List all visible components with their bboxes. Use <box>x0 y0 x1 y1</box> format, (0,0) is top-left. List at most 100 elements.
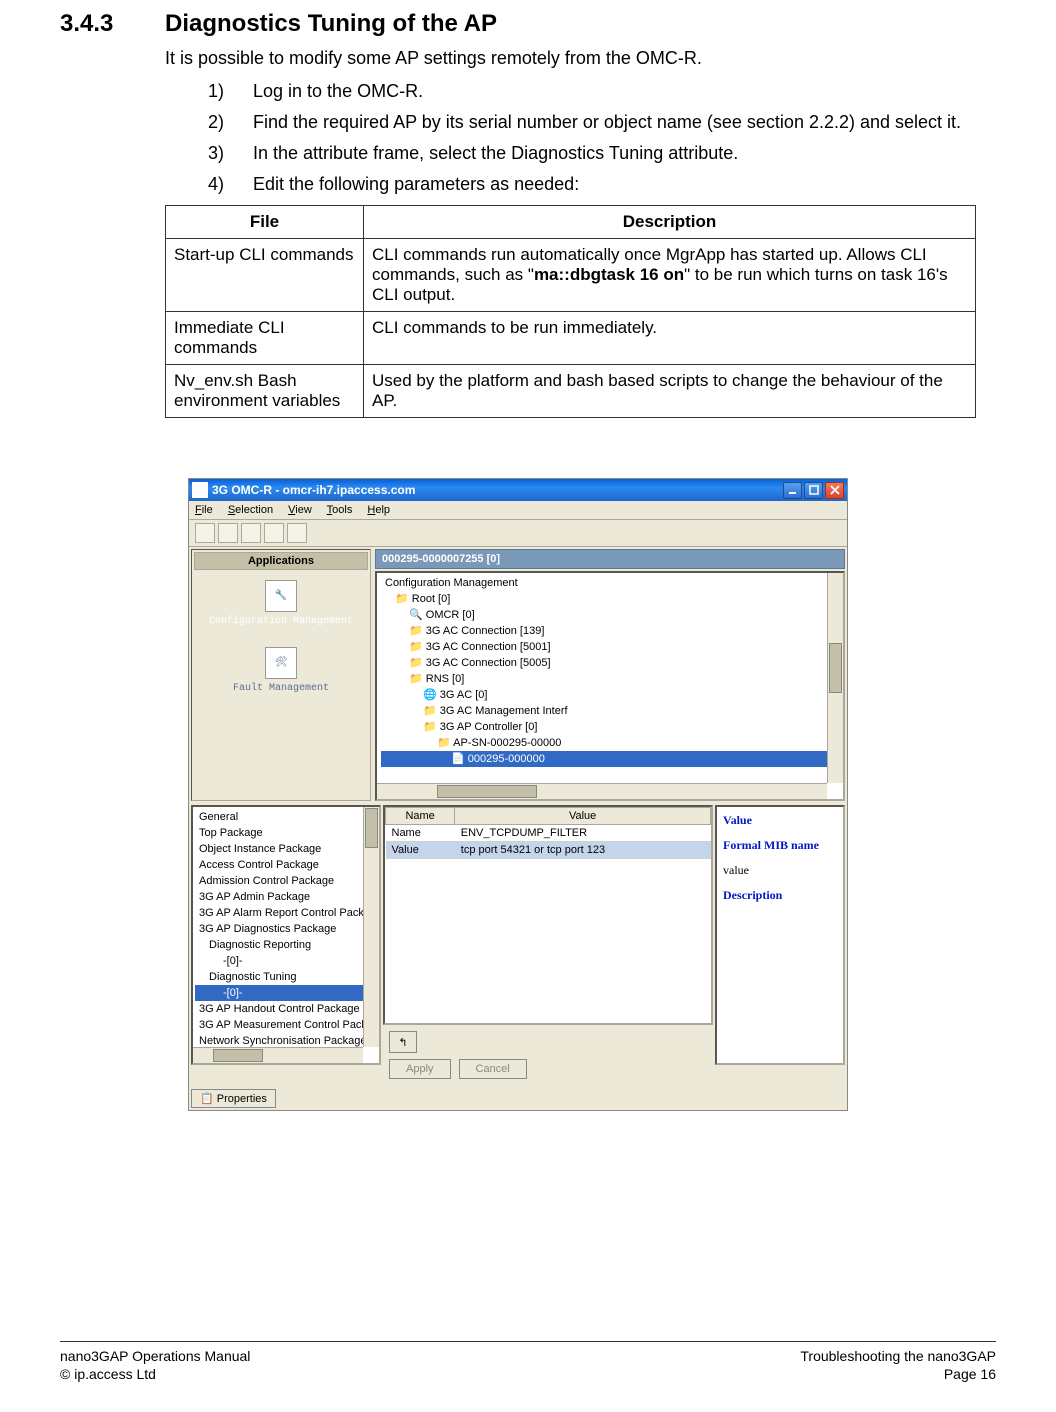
tree-node[interactable]: 📁 3G AC Management Interf <box>381 703 839 719</box>
toolbar-button[interactable] <box>241 523 261 543</box>
step-text: Log in to the OMC-R. <box>253 81 423 101</box>
grid-header-value[interactable]: Value <box>455 808 711 825</box>
object-header: 000295-0000007255 [0] <box>375 549 845 569</box>
tree-node[interactable]: 📁 3G AP Controller [0] <box>381 719 839 735</box>
pkg-node[interactable]: 3G AP Diagnostics Package <box>195 921 377 937</box>
package-tree[interactable]: General Top Package Object Instance Pack… <box>191 805 381 1065</box>
cancel-button[interactable]: Cancel <box>459 1059 527 1079</box>
step-item: 4)Edit the following parameters as neede… <box>208 174 976 195</box>
step-text: Edit the following parameters as needed: <box>253 174 579 194</box>
pkg-node[interactable]: Admission Control Package <box>195 873 377 889</box>
wrench-icon: 🔧 <box>265 580 297 612</box>
pkg-node[interactable]: Top Package <box>195 825 377 841</box>
pkg-node[interactable]: Object Instance Package <box>195 841 377 857</box>
tree-node[interactable]: 📁 Root [0] <box>381 591 839 607</box>
steps-list: 1)Log in to the OMC-R. 2)Find the requir… <box>208 81 976 195</box>
cell-desc: CLI commands to be run immediately. <box>364 312 976 365</box>
object-tree[interactable]: Configuration Management 📁 Root [0] 🔍 OM… <box>375 571 845 801</box>
page-footer: nano3GAP Operations Manual © ip.access L… <box>60 1341 996 1382</box>
pkg-node[interactable]: -[0]- <box>195 953 377 969</box>
app-fault-mgmt[interactable]: 🛠 Fault Management <box>194 637 368 704</box>
tree-node-selected[interactable]: 📄 000295-000000 <box>381 751 839 767</box>
th-description: Description <box>364 206 976 239</box>
tree-node[interactable]: 📁 AP-SN-000295-00000 <box>381 735 839 751</box>
step-text: In the attribute frame, select the Diagn… <box>253 143 738 163</box>
step-item: 2)Find the required AP by its serial num… <box>208 112 976 133</box>
pkg-node[interactable]: General <box>195 809 377 825</box>
tree-node[interactable]: Configuration Management <box>381 575 839 591</box>
data-grid[interactable]: Name Value Name ENV_TCPDUMP_FILTER Value… <box>383 805 713 1025</box>
maximize-button[interactable] <box>804 482 823 499</box>
grid-cell-value: ENV_TCPDUMP_FILTER <box>455 825 711 842</box>
menu-tools[interactable]: Tools <box>327 504 353 516</box>
parameters-table: File Description Start-up CLI commands C… <box>165 205 976 418</box>
tree-node[interactable]: 📁 3G AC Connection [139] <box>381 623 839 639</box>
toolbar-button[interactable] <box>264 523 284 543</box>
scrollbar-vertical[interactable] <box>363 807 379 1047</box>
applications-panel: Applications 🔧 Configuration Management … <box>191 549 371 801</box>
grid-header-name[interactable]: Name <box>386 808 455 825</box>
attr-desc-label: Description <box>723 888 837 903</box>
intro-text: It is possible to modify some AP setting… <box>165 48 976 69</box>
section-number: 3.4.3 <box>60 10 165 38</box>
footer-manual-name: nano3GAP Operations Manual <box>60 1348 250 1364</box>
grid-row[interactable]: Name ENV_TCPDUMP_FILTER <box>386 825 711 842</box>
toolbar-button[interactable] <box>195 523 215 543</box>
toolbar-button[interactable] <box>287 523 307 543</box>
cell-desc: Used by the platform and bash based scri… <box>364 365 976 418</box>
menu-view[interactable]: View <box>288 504 312 516</box>
tree-node[interactable]: 📁 3G AC Connection [5005] <box>381 655 839 671</box>
cell-file: Nv_env.sh Bash environment variables <box>166 365 364 418</box>
step-item: 1)Log in to the OMC-R. <box>208 81 976 102</box>
toolbar-button[interactable] <box>218 523 238 543</box>
minimize-button[interactable] <box>783 482 802 499</box>
table-row: Immediate CLI commands CLI commands to b… <box>166 312 976 365</box>
cell-file: Immediate CLI commands <box>166 312 364 365</box>
app-screenshot: 3G OMC-R - omcr-ih7.ipaccess.com File Se… <box>188 478 848 1111</box>
toolbar <box>189 520 847 547</box>
table-row: Nv_env.sh Bash environment variables Use… <box>166 365 976 418</box>
pkg-node-selected[interactable]: -[0]- <box>195 985 377 1001</box>
pkg-node[interactable]: Diagnostic Tuning <box>195 969 377 985</box>
pkg-node[interactable]: 3G AP Admin Package <box>195 889 377 905</box>
scrollbar-horizontal[interactable] <box>193 1047 363 1063</box>
section-heading: 3.4.3Diagnostics Tuning of the AP <box>60 10 976 38</box>
pkg-node[interactable]: Diagnostic Reporting <box>195 937 377 953</box>
scrollbar-horizontal[interactable] <box>377 783 827 799</box>
tree-node[interactable]: 📁 3G AC Connection [5001] <box>381 639 839 655</box>
pkg-node[interactable]: 3G AP Alarm Report Control Packag <box>195 905 377 921</box>
apps-header: Applications <box>194 552 368 570</box>
step-text: Find the required AP by its serial numbe… <box>253 112 961 132</box>
footer-section: Troubleshooting the nano3GAP <box>800 1348 996 1364</box>
tree-node[interactable]: 🌐 3G AC [0] <box>381 687 839 703</box>
scrollbar-vertical[interactable] <box>827 573 843 783</box>
app-icon <box>192 482 208 498</box>
properties-tab[interactable]: 📋 Properties <box>191 1089 276 1108</box>
tree-node[interactable]: 🔍 OMCR [0] <box>381 607 839 623</box>
section-title: Diagnostics Tuning of the AP <box>165 10 497 37</box>
attr-mib-value: value <box>723 863 837 878</box>
step-item: 3)In the attribute frame, select the Dia… <box>208 143 976 164</box>
pkg-node[interactable]: Access Control Package <box>195 857 377 873</box>
tool-icon: 🛠 <box>265 647 297 679</box>
menu-file[interactable]: File <box>195 504 213 516</box>
titlebar[interactable]: 3G OMC-R - omcr-ih7.ipaccess.com <box>189 479 847 501</box>
footer-page: Page 16 <box>800 1366 996 1382</box>
attr-title: Value <box>723 813 837 828</box>
grid-row-selected[interactable]: Value tcp port 54321 or tcp port 123 <box>386 842 711 859</box>
close-button[interactable] <box>825 482 844 499</box>
apply-button[interactable]: Apply <box>389 1059 451 1079</box>
pkg-node[interactable]: 3G AP Handout Control Package <box>195 1001 377 1017</box>
up-button[interactable]: ↰ <box>389 1031 417 1053</box>
cell-file: Start-up CLI commands <box>166 239 364 312</box>
footer-copyright: © ip.access Ltd <box>60 1366 250 1382</box>
tree-node[interactable]: 📁 RNS [0] <box>381 671 839 687</box>
menu-help[interactable]: Help <box>367 504 390 516</box>
app-config-mgmt[interactable]: 🔧 Configuration Management <box>194 570 368 637</box>
grid-cell-name: Name <box>386 825 455 842</box>
th-file: File <box>166 206 364 239</box>
menu-selection[interactable]: Selection <box>228 504 273 516</box>
window-title: 3G OMC-R - omcr-ih7.ipaccess.com <box>212 483 783 497</box>
attribute-panel: Value Formal MIB name value Description <box>715 805 845 1065</box>
pkg-node[interactable]: 3G AP Measurement Control Packa <box>195 1017 377 1033</box>
